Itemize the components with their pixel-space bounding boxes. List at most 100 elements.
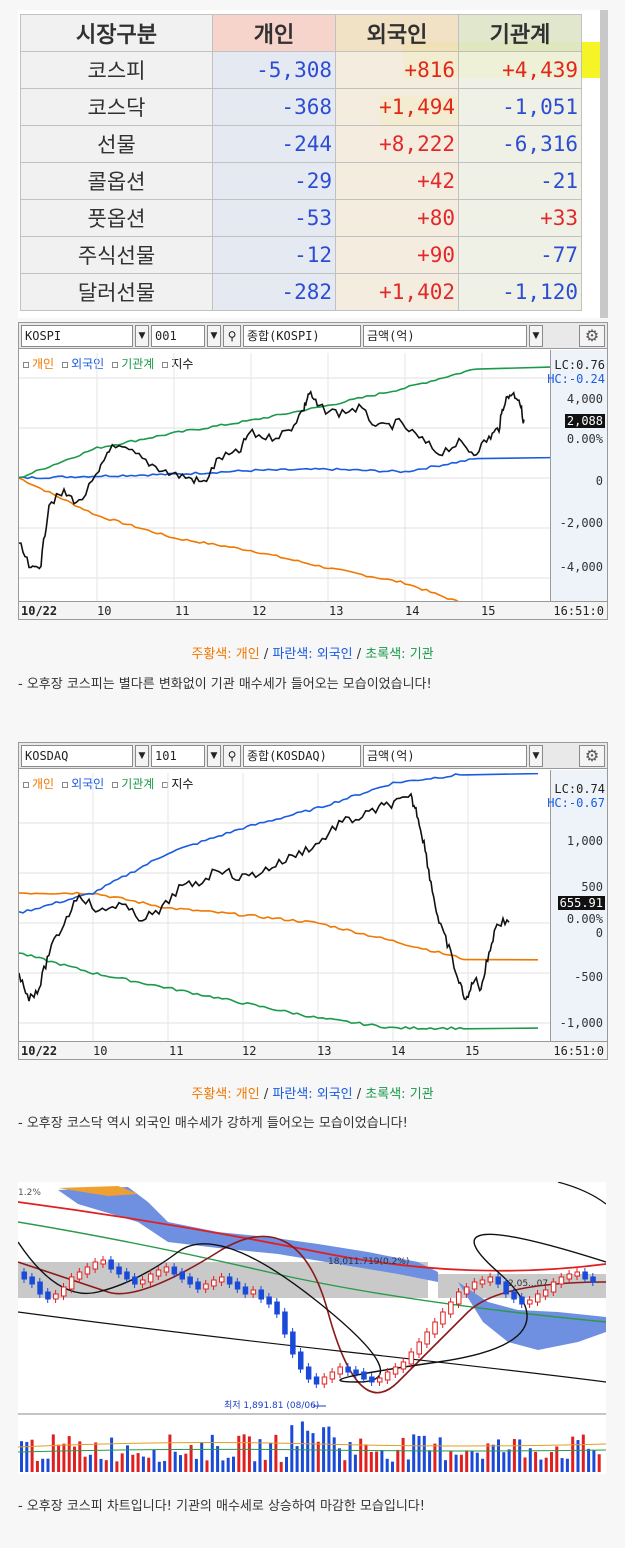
volume-bar [475, 1452, 479, 1472]
chevron-down-icon[interactable]: ▼ [135, 744, 149, 767]
table-row: 코스피 -5,308 +816 +4,439 [20, 51, 582, 89]
volume-bar [353, 1454, 357, 1472]
institution-value: -6,316 [458, 125, 582, 163]
candle-body [535, 1293, 541, 1303]
code-select[interactable]: 001 [151, 324, 205, 347]
index-line [19, 389, 525, 570]
volume-bar [438, 1437, 442, 1472]
search-icon[interactable]: ⚲ [223, 744, 241, 767]
legend-institution[interactable]: 기관계 [112, 775, 154, 792]
x-tick-label: 10/22 [21, 604, 58, 618]
x-tick-label: 12 [242, 1044, 257, 1058]
candle-body [519, 1296, 525, 1305]
volume-bar [25, 1441, 29, 1472]
volume-bar [380, 1450, 384, 1472]
mid-price-label: 18,011.719(0.2%) [328, 1257, 410, 1267]
right-price-label: 2,05...07 [508, 1279, 549, 1289]
legend-index[interactable]: 지수 [162, 355, 193, 372]
volume-bar [369, 1451, 373, 1472]
volume-bar [338, 1448, 341, 1472]
table-row: 선물 -244 +8,222 -6,316 [20, 125, 582, 163]
volume-bar [263, 1459, 267, 1472]
unit-select[interactable]: 금액(억) [363, 744, 527, 767]
unit-select[interactable]: 금액(억) [363, 324, 527, 347]
current-value: 2,088 [564, 414, 605, 428]
volume-bar [486, 1443, 490, 1472]
candle-body [155, 1269, 162, 1277]
index-name-field[interactable]: 종합(KOSPI) [243, 324, 361, 347]
volume-bar [417, 1435, 421, 1472]
candle-body [29, 1276, 35, 1285]
volume-bar [311, 1433, 315, 1472]
volume-bar [481, 1458, 485, 1472]
volume-bar [433, 1443, 437, 1472]
symbol-select[interactable]: KOSPI [21, 324, 133, 347]
volume-bar [597, 1454, 601, 1472]
institution-value: -21 [458, 162, 582, 200]
candle-body [242, 1286, 249, 1295]
chart-legend: 개인 외국인 기관계 지수 [23, 775, 193, 792]
ma-red [18, 1201, 606, 1272]
volume-bar [544, 1457, 548, 1472]
candle-body [495, 1276, 501, 1285]
institution-value: +4,439 [458, 51, 582, 89]
ma-green [18, 1221, 606, 1323]
gear-icon[interactable]: ⚙ [579, 324, 605, 347]
candle-body [226, 1276, 233, 1285]
investor-table-panel: 시장구분 개인 외국인 기관계 코스피 -5,308 +816 +4,439 코… [18, 10, 608, 318]
volume-bar [99, 1458, 103, 1472]
volume-bar [131, 1454, 135, 1472]
volume-bar [560, 1458, 564, 1472]
candle-body [558, 1276, 565, 1285]
volume-bar [237, 1435, 241, 1472]
x-tick-label: 15 [481, 604, 496, 618]
code-select[interactable]: 101 [151, 744, 205, 767]
volume-bar [444, 1460, 447, 1472]
volume-bar [179, 1455, 182, 1472]
candle-body [542, 1289, 549, 1297]
chevron-down-icon[interactable]: ▼ [207, 324, 221, 347]
individual-value: -29 [212, 162, 336, 200]
volume-bar [523, 1457, 527, 1472]
x-tick-label: 15 [465, 1044, 480, 1058]
legend-foreign[interactable]: 외국인 [62, 355, 104, 372]
chevron-down-icon[interactable]: ▼ [207, 744, 221, 767]
chevron-down-icon[interactable]: ▼ [529, 744, 543, 767]
legend-individual[interactable]: 개인 [23, 355, 54, 372]
y-tick-label: -1,000 [559, 1016, 603, 1030]
foreign-value: +816 [335, 51, 459, 89]
volume-bar [539, 1459, 543, 1472]
candle-body [37, 1281, 43, 1295]
chevron-down-icon[interactable]: ▼ [135, 324, 149, 347]
symbol-select[interactable]: KOSDAQ [21, 744, 133, 767]
candle-body [353, 1369, 359, 1375]
chevron-down-icon[interactable]: ▼ [529, 324, 543, 347]
x-time-label: 16:51:0 [553, 1044, 604, 1058]
candle-body [377, 1377, 383, 1383]
candle-body [361, 1371, 367, 1380]
volume-bar [78, 1441, 82, 1472]
legend-individual[interactable]: 개인 [23, 775, 54, 792]
volume-bar [110, 1437, 114, 1472]
market-name: 코스피 [20, 51, 213, 89]
index-name-field[interactable]: 종합(KOSDAQ) [243, 744, 361, 767]
volume-bar [428, 1450, 432, 1472]
current-value: 655.91 [557, 896, 605, 910]
candle-body [219, 1276, 225, 1283]
legend-foreign[interactable]: 외국인 [62, 775, 104, 792]
candle-body [124, 1271, 130, 1280]
kospi-comment: - 오후장 코스피는 별다른 변화없이 기관 매수세가 들어오는 모습이었습니다… [18, 677, 432, 692]
volume-bar [401, 1437, 405, 1472]
table-header-row: 시장구분 개인 외국인 기관계 [20, 14, 582, 52]
gear-icon[interactable]: ⚙ [579, 744, 605, 767]
search-icon[interactable]: ⚲ [223, 324, 241, 347]
legend-institution[interactable]: 기관계 [112, 355, 154, 372]
market-name: 코스닥 [20, 88, 213, 126]
candle-body [116, 1266, 122, 1275]
table-row: 풋옵션 -53 +80 +33 [20, 199, 582, 237]
x-tick-label: 11 [175, 604, 190, 618]
y-tick-label: -500 [574, 970, 603, 984]
candle-body [298, 1351, 304, 1370]
candle-body [432, 1321, 438, 1335]
candle-body [345, 1366, 351, 1373]
